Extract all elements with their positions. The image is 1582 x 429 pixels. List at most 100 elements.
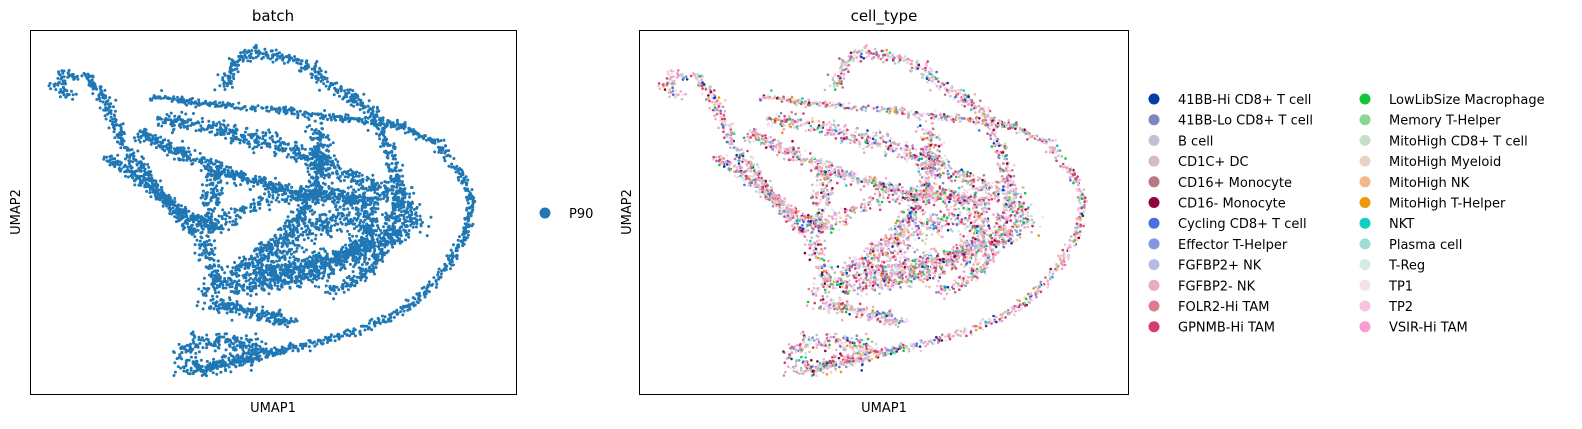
data-point — [258, 136, 261, 140]
data-point — [250, 49, 254, 52]
data-point — [215, 279, 219, 283]
data-point — [179, 204, 183, 208]
data-point — [65, 89, 69, 93]
data-point — [202, 156, 206, 160]
data-point — [298, 216, 302, 220]
data-point — [373, 200, 377, 204]
data-point — [136, 132, 140, 136]
data-point — [316, 76, 320, 80]
data-point — [139, 161, 143, 165]
data-point — [264, 106, 268, 110]
data-point — [333, 339, 337, 343]
data-point — [414, 225, 418, 229]
data-point — [223, 73, 227, 77]
data-point — [461, 238, 465, 242]
data-point — [373, 210, 377, 214]
data-point — [332, 93, 336, 97]
data-point — [251, 56, 255, 60]
data-point — [401, 222, 405, 225]
data-point — [349, 278, 353, 281]
data-point — [300, 189, 303, 193]
data-point — [210, 282, 214, 286]
data-point — [200, 127, 204, 131]
data-point — [367, 326, 371, 329]
data-point — [464, 228, 468, 232]
data-point — [160, 89, 164, 92]
data-point — [366, 110, 370, 114]
data-point — [206, 126, 210, 130]
data-point — [91, 81, 95, 84]
data-point — [467, 216, 471, 220]
data-point — [274, 182, 278, 186]
data-point — [151, 185, 155, 189]
data-point — [290, 185, 294, 189]
data-point — [221, 101, 225, 104]
data-point — [290, 219, 294, 223]
data-point — [248, 145, 251, 149]
data-point — [279, 142, 283, 146]
data-point — [452, 157, 456, 160]
data-point — [194, 230, 198, 234]
data-point — [154, 133, 157, 137]
data-point — [233, 67, 237, 71]
data-point — [385, 137, 389, 141]
data-point — [398, 124, 402, 128]
data-point — [284, 147, 288, 151]
data-point — [391, 122, 395, 126]
data-point — [59, 77, 63, 81]
data-point — [321, 181, 325, 185]
data-point — [437, 150, 441, 154]
data-point — [232, 63, 236, 67]
data-point — [226, 74, 230, 78]
data-point — [111, 120, 115, 124]
data-point — [309, 72, 313, 76]
data-point — [228, 70, 232, 74]
data-point — [271, 138, 274, 142]
data-point — [296, 61, 300, 65]
data-point — [386, 142, 390, 146]
data-point — [229, 141, 233, 145]
data-point — [226, 123, 230, 127]
data-point — [396, 234, 399, 238]
data-point — [211, 294, 214, 298]
data-point — [363, 191, 367, 195]
data-point — [466, 201, 470, 205]
data-point — [91, 84, 95, 88]
data-point — [364, 119, 368, 123]
data-point — [351, 174, 355, 177]
data-point — [263, 183, 267, 187]
data-point — [177, 210, 181, 213]
data-point — [294, 192, 298, 196]
data-point — [143, 178, 147, 182]
data-point — [380, 314, 384, 318]
data-point — [416, 301, 420, 305]
data-point — [185, 98, 189, 102]
data-point — [272, 53, 276, 57]
data-point — [233, 172, 237, 176]
data-point — [449, 267, 452, 271]
data-point — [109, 154, 113, 158]
data-point — [219, 166, 223, 170]
data-point — [220, 268, 224, 271]
data-point — [308, 206, 312, 210]
data-point — [401, 313, 405, 317]
data-point — [404, 298, 408, 302]
data-point — [193, 149, 197, 152]
data-point — [374, 233, 378, 237]
data-point — [314, 128, 318, 132]
data-point — [98, 86, 102, 90]
data-point — [271, 182, 275, 186]
data-point — [48, 81, 52, 85]
data-point — [389, 313, 393, 317]
data-point — [318, 66, 322, 70]
data-point — [168, 202, 172, 206]
data-point — [368, 268, 371, 272]
data-point — [298, 109, 302, 113]
data-point — [202, 282, 206, 286]
data-point — [267, 109, 271, 113]
data-point — [152, 179, 156, 183]
data-point — [433, 150, 437, 154]
data-point — [343, 332, 347, 335]
data-point — [458, 235, 461, 239]
data-point — [394, 217, 398, 221]
